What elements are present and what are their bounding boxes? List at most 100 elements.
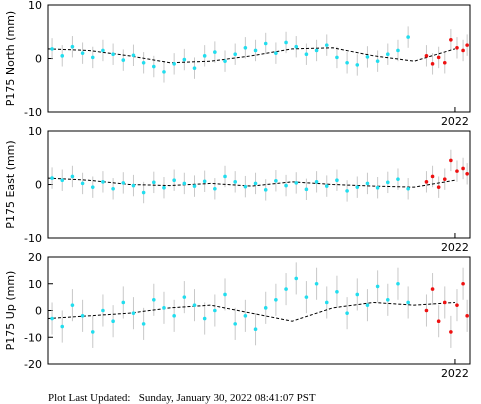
data-point (101, 308, 105, 313)
x-tick-label: 2022 (441, 367, 469, 380)
data-point (465, 314, 469, 318)
plot-frame (47, 256, 471, 365)
data-point (274, 51, 278, 55)
data-point (141, 190, 146, 195)
data-point (335, 289, 339, 294)
data-point (424, 308, 429, 313)
data-point (375, 284, 380, 289)
data-point (121, 58, 126, 62)
data-point (461, 48, 465, 53)
data-point (213, 186, 217, 191)
data-point (90, 330, 95, 334)
data-point (304, 295, 309, 299)
data-point (461, 281, 465, 286)
data-point (294, 44, 299, 49)
data-point (101, 180, 105, 184)
data-point (345, 60, 349, 65)
data-point (365, 181, 370, 186)
data-point (152, 180, 156, 185)
data-point (111, 319, 115, 324)
data-point (455, 46, 459, 50)
y-tick-label: 0 (35, 305, 42, 318)
plot-frame (47, 130, 471, 239)
data-point (396, 177, 400, 181)
data-point (223, 292, 227, 297)
data-point (172, 314, 176, 318)
data-point (430, 287, 435, 291)
data-point (461, 166, 465, 171)
data-point (50, 47, 54, 51)
data-point (449, 330, 453, 334)
data-point (162, 185, 166, 190)
data-point (304, 52, 309, 57)
data-point (335, 55, 339, 60)
data-point (192, 66, 197, 70)
data-point (355, 63, 360, 67)
data-point (243, 46, 248, 50)
data-point (111, 52, 115, 57)
data-point (213, 308, 217, 313)
data-point (324, 300, 329, 305)
data-point (263, 188, 268, 192)
data-point (172, 62, 176, 66)
data-point (162, 70, 166, 74)
data-point (284, 183, 288, 188)
y-tick-label: 20 (28, 251, 42, 264)
data-point (223, 174, 227, 179)
data-point (365, 303, 370, 307)
data-point (141, 60, 146, 65)
trend-line (47, 177, 456, 188)
y-axis-label: P175 Up (mm) (4, 271, 17, 351)
data-point (365, 55, 370, 59)
trend-line (47, 301, 455, 322)
data-point (375, 59, 380, 63)
y-tick-label: 10 (28, 125, 42, 138)
plot-frame (47, 4, 471, 113)
trend-line (47, 47, 456, 64)
data-point (152, 298, 156, 302)
data-point (263, 306, 268, 310)
y-tick-label: -10 (24, 106, 42, 119)
data-point (355, 292, 360, 297)
data-point (223, 59, 227, 63)
y-axis-label: P175 East (mm) (4, 140, 17, 228)
data-point (436, 319, 441, 324)
data-point (50, 316, 54, 321)
data-point (304, 187, 309, 192)
y-tick-label: 10 (28, 278, 42, 291)
data-point (424, 180, 429, 184)
data-point (90, 55, 95, 60)
data-point (335, 178, 339, 183)
data-point (274, 178, 278, 183)
data-point (385, 52, 390, 57)
data-point (284, 287, 288, 291)
data-point (406, 300, 410, 305)
data-point (406, 186, 410, 191)
data-point (436, 185, 441, 189)
data-point (294, 276, 299, 281)
x-tick-label: 2022 (441, 115, 469, 128)
x-tick-label: 2022 (441, 241, 469, 254)
data-point (233, 180, 237, 184)
data-point (442, 177, 447, 181)
data-point (162, 306, 166, 310)
data-point (314, 48, 319, 53)
data-point (50, 176, 54, 180)
data-point (430, 62, 435, 66)
data-point (253, 48, 258, 53)
data-point (442, 60, 447, 65)
data-point (70, 303, 75, 307)
data-point (152, 64, 156, 69)
data-point (430, 174, 435, 179)
data-point (233, 322, 237, 326)
data-point (131, 311, 136, 315)
data-point (243, 314, 248, 318)
data-point (284, 40, 288, 45)
data-point (274, 298, 278, 302)
data-point (396, 281, 400, 286)
data-point (449, 158, 453, 163)
data-point (101, 48, 105, 53)
y-tick-label: 0 (35, 179, 42, 192)
data-point (202, 316, 207, 321)
y-tick-label: 0 (35, 53, 42, 66)
